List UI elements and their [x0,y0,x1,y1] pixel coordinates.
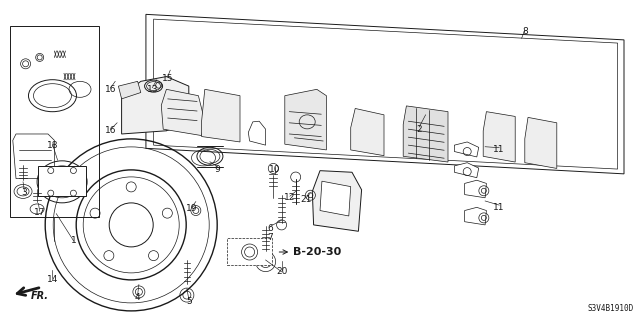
Text: 16: 16 [105,126,116,135]
Polygon shape [146,14,624,174]
Text: 13: 13 [147,85,158,94]
Polygon shape [118,81,141,99]
Text: S3V4B1910D: S3V4B1910D [588,304,634,313]
FancyBboxPatch shape [227,238,272,265]
Text: 15: 15 [162,74,173,83]
Text: 21: 21 [300,195,312,204]
Polygon shape [202,89,240,142]
Polygon shape [465,180,486,198]
Text: 9: 9 [215,165,220,174]
Text: 16: 16 [105,85,116,94]
Polygon shape [285,89,326,150]
Polygon shape [403,106,448,162]
Text: 5: 5 [186,297,191,306]
Text: 10: 10 [269,165,281,174]
Text: 20: 20 [276,267,287,276]
Polygon shape [465,207,486,225]
Text: 6: 6 [268,224,273,233]
Text: FR.: FR. [31,291,49,301]
Text: 19: 19 [186,204,197,213]
Polygon shape [248,121,266,145]
Polygon shape [161,89,205,136]
Polygon shape [312,171,362,231]
FancyBboxPatch shape [10,26,99,217]
Text: 7: 7 [268,233,273,242]
Polygon shape [483,112,515,162]
Polygon shape [122,77,189,134]
Text: 8: 8 [522,27,527,36]
Polygon shape [320,181,351,216]
Text: 12: 12 [284,193,296,202]
Polygon shape [154,19,618,169]
Text: B-20-30: B-20-30 [293,247,341,257]
Polygon shape [454,142,479,157]
Polygon shape [525,117,557,168]
Polygon shape [13,134,54,179]
Text: 11: 11 [493,203,505,212]
Text: 18: 18 [47,141,58,150]
Text: 17: 17 [34,208,45,217]
Text: 4: 4 [135,293,140,302]
Text: 11: 11 [493,145,505,154]
Text: 3: 3 [22,189,27,197]
Text: 2: 2 [417,125,422,134]
Polygon shape [163,108,189,131]
Polygon shape [38,166,86,196]
Polygon shape [454,163,479,178]
Text: 1: 1 [71,236,76,245]
Polygon shape [351,108,384,156]
Text: 14: 14 [47,275,58,284]
